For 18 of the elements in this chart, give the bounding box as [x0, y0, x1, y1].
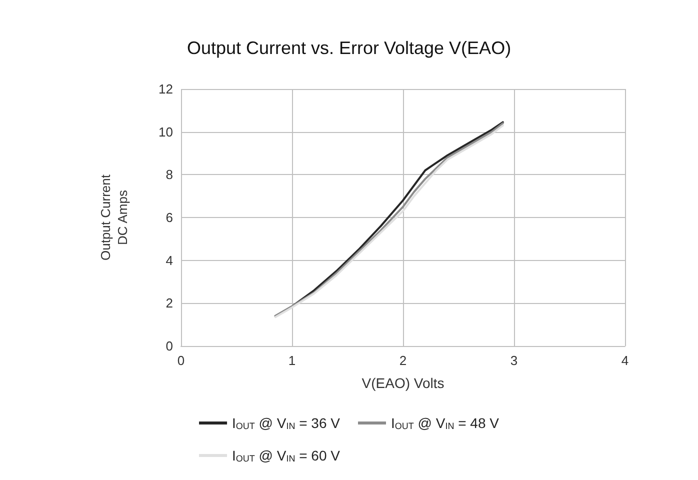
x-tick-label: 3 [510, 353, 518, 368]
y-tick-label: 0 [166, 338, 173, 354]
y-tick-label: 8 [166, 167, 173, 182]
y-tick-label: 6 [166, 210, 173, 225]
x-tick-label: 4 [621, 353, 629, 368]
y-tick-label: 4 [166, 252, 173, 268]
legend-label: IOUT @ VIN = 48 V [391, 415, 500, 431]
legend-label: IOUT @ VIN = 60 V [232, 448, 341, 464]
x-tick-label: 0 [177, 353, 185, 368]
y-tick-label: 2 [166, 296, 173, 311]
x-tick-label: 2 [399, 353, 407, 368]
chart-title: Output Current vs. Error Voltage V(EAO) [186, 38, 512, 58]
x-tick-label: 1 [288, 353, 296, 368]
y-axis-title: Output Current DC Amps [98, 174, 130, 260]
x-axis-title: V(EAO) Volts [362, 375, 444, 391]
legend-label: IOUT @ VIN = 36 V [232, 415, 341, 431]
y-tick-label: 10 [158, 124, 173, 140]
y-tick-label: 12 [158, 82, 173, 96]
